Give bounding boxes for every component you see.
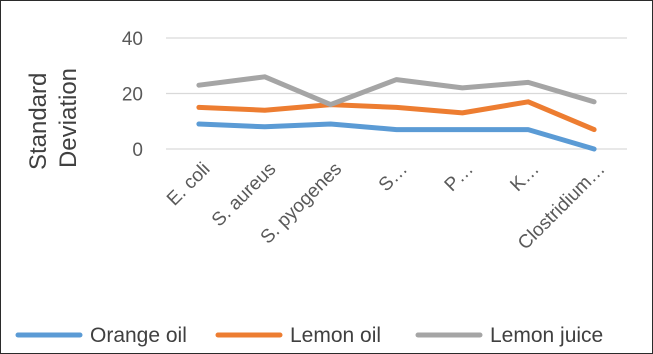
y-tick-label: 40 bbox=[122, 29, 143, 50]
y-axis-label: Standard Deviation bbox=[25, 66, 82, 170]
y-axis-label-line-2: Deviation bbox=[55, 68, 82, 168]
legend-item: Orange oil bbox=[15, 324, 187, 347]
legend-item: Lemon juice bbox=[415, 324, 603, 347]
legend-item: Lemon oil bbox=[215, 324, 381, 347]
series-line bbox=[196, 74, 597, 108]
legend: Orange oil Lemon oil Lemon juice bbox=[15, 324, 603, 347]
y-tick-labels: 0 20 40 bbox=[122, 29, 143, 161]
series-line bbox=[196, 121, 597, 152]
series-lines bbox=[196, 74, 597, 152]
series-line bbox=[196, 99, 597, 133]
x-tick-label: K… bbox=[506, 159, 543, 196]
x-tick-label: P… bbox=[441, 159, 478, 196]
y-axis-label-line-1: Standard bbox=[25, 73, 52, 170]
y-tick-label: 0 bbox=[132, 140, 143, 161]
x-tick-label: S… bbox=[375, 159, 412, 196]
legend-label: Lemon oil bbox=[290, 324, 381, 347]
x-tick-label: E. coli bbox=[163, 159, 214, 210]
legend-label: Lemon juice bbox=[490, 324, 603, 347]
gridlines bbox=[166, 37, 627, 150]
legend-label: Orange oil bbox=[90, 324, 187, 347]
y-tick-label: 20 bbox=[122, 85, 143, 106]
